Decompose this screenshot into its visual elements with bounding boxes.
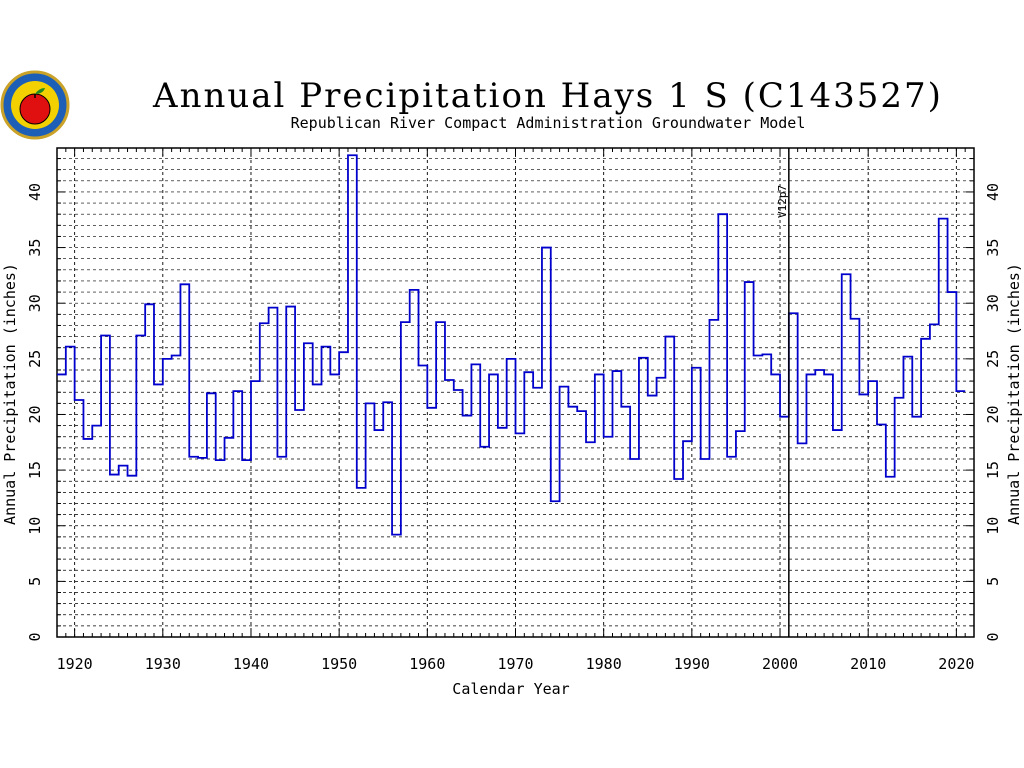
- y-axis-label-right: Annual Precipitation (inches): [1005, 263, 1023, 525]
- annotation-group: V12p7: [776, 148, 790, 637]
- x-tick-label: 2000: [762, 655, 798, 673]
- axis-ticks: 1920 1930 1940 1950 1960 1970 1980 1990 2000 2010…: [26, 148, 1002, 673]
- chart-subtitle: Republican River Compact Administration …: [291, 114, 806, 132]
- y-tick-label-left: 35: [26, 239, 44, 257]
- y-tick-label-left: 15: [26, 461, 44, 479]
- y-tick-label-right: 0: [984, 632, 1002, 641]
- y-tick-label-right: 25: [984, 350, 1002, 368]
- x-tick-label: 1920: [57, 655, 93, 673]
- x-tick-label: 1990: [674, 655, 710, 673]
- x-tick-label: 1950: [321, 655, 357, 673]
- x-tick-label: 2010: [850, 655, 886, 673]
- y-tick-label-right: 40: [984, 183, 1002, 201]
- y-tick-label-left: 5: [26, 577, 44, 586]
- x-tick-label: 1960: [409, 655, 445, 673]
- grid-lines: [57, 148, 974, 638]
- y-tick-label-left: 20: [26, 405, 44, 423]
- x-tick-label: 1970: [497, 655, 533, 673]
- y-tick-label-left: 25: [26, 350, 44, 368]
- y-tick-label-right: 15: [984, 461, 1002, 479]
- x-tick-label: 1940: [233, 655, 269, 673]
- y-tick-label-right: 5: [984, 577, 1002, 586]
- precipitation-series-line: [57, 154, 966, 536]
- y-tick-label-left: 40: [26, 183, 44, 201]
- y-tick-label-left: 30: [26, 294, 44, 312]
- y-tick-label-left: 0: [26, 632, 44, 641]
- y-tick-label-right: 20: [984, 405, 1002, 423]
- y-tick-label-right: 30: [984, 294, 1002, 312]
- x-tick-label: 1980: [586, 655, 622, 673]
- x-tick-label: 2020: [938, 655, 974, 673]
- series-group: [57, 154, 966, 536]
- x-axis-label: Calendar Year: [452, 680, 569, 698]
- logo-emblem: [0, 70, 70, 140]
- y-tick-label-right: 10: [984, 517, 1002, 535]
- y-axis-label-left: Annual Precipitation (inches): [1, 263, 19, 525]
- x-tick-label: 1930: [145, 655, 181, 673]
- y-tick-label-left: 10: [26, 517, 44, 535]
- chart-title: Annual Precipitation Hays 1 S (C143527): [152, 76, 943, 116]
- y-tick-label-right: 35: [984, 239, 1002, 257]
- annotation-label: V12p7: [776, 185, 789, 218]
